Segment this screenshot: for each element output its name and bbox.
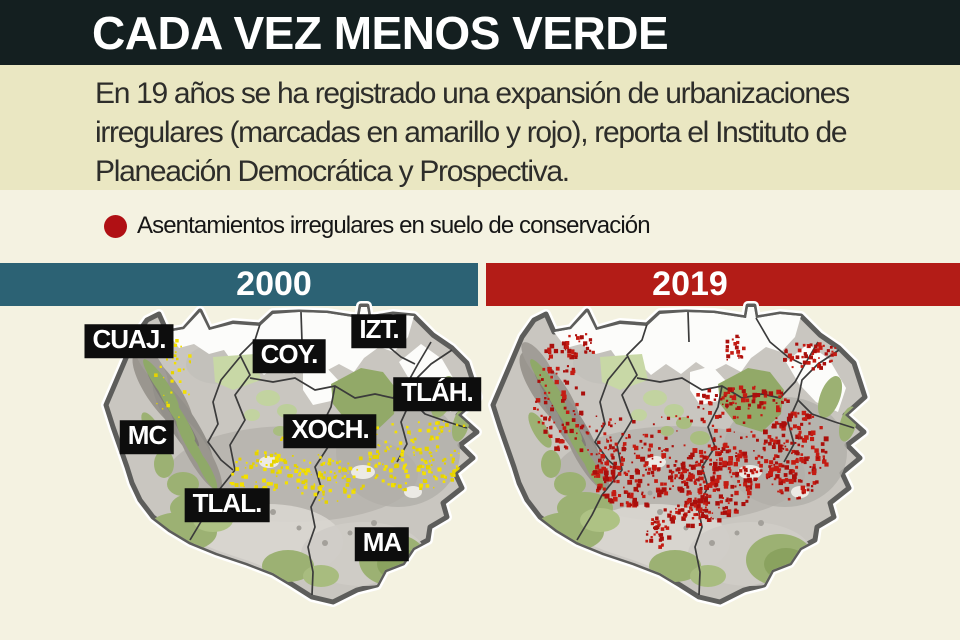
alcaldia-label: IZT. [351,314,407,348]
intro-band: En 19 años se ha registrado una expansió… [0,65,960,190]
intro-text: En 19 años se ha registrado una expansió… [95,77,850,188]
irregular-settlements-2019-dots [533,310,844,549]
year-header-2000: 2000 [0,263,478,306]
alcaldia-label: MC [119,420,175,454]
year-label-2019: 2019 [652,265,728,303]
legend-label: Asentamientos irregulares en suelo de co… [137,212,651,239]
year-label-2000: 2000 [236,265,312,303]
alcaldia-label: COY. [252,339,326,373]
legend: Asentamientos irregulares en suelo de co… [104,212,651,240]
alcaldia-label: CUAJ. [84,324,174,358]
alcaldia-label: MA [354,527,410,561]
alcaldia-label: XOCH. [283,414,377,448]
map-2019 [493,306,865,602]
year-header-2019: 2019 [486,263,960,306]
header-bar: CADA VEZ MENOS VERDE [0,0,960,65]
alcaldia-label: TLÁH. [393,377,481,411]
alcaldia-label: TLAL. [184,488,270,522]
page-title: CADA VEZ MENOS VERDE [92,6,669,59]
legend-red-dot-icon [104,214,127,238]
